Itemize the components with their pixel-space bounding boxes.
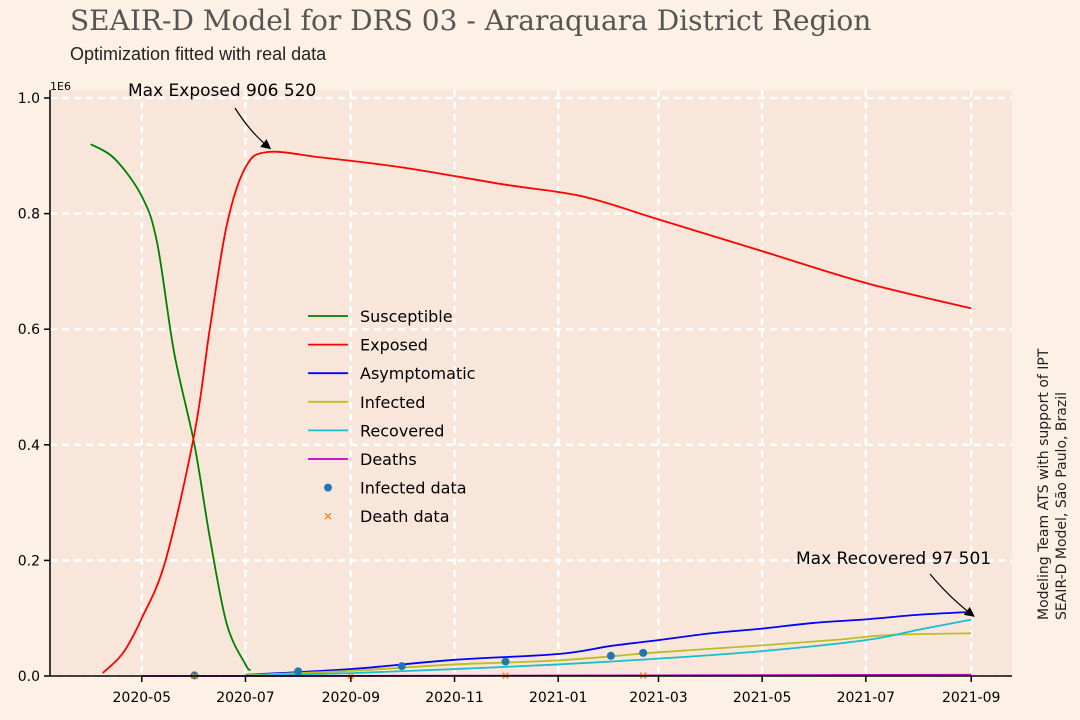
legend-label-death-data: Death data — [360, 507, 450, 526]
x-tick-label: 2021-05 — [733, 690, 792, 706]
series-infected-data-point — [294, 667, 303, 676]
series-infected-data-point — [397, 662, 406, 671]
series-recovered-line — [245, 618, 972, 677]
x-tick-label: 2021-07 — [837, 690, 896, 706]
y-tick-label: 0.4 — [18, 438, 40, 454]
chart-subtitle: Optimization fitted with real data — [70, 44, 327, 64]
annotation-max-recovered: Max Recovered 97 501 — [796, 549, 991, 569]
chart-title: SEAIR-D Model for DRS 03 - Araraquara Di… — [70, 4, 872, 37]
axes: 0.0 0.2 0.4 0.6 0.8 1.0 1E6 2020-05 2020-07 2020-… — [18, 80, 1012, 706]
legend-swatch-infected-data — [324, 483, 332, 492]
side-credit-line1: Modeling Team ATS with support of IPT — [1036, 348, 1052, 620]
x-tick-label: 2021-03 — [629, 690, 688, 706]
legend-label-recovered: Recovered — [360, 421, 444, 440]
x-tick-label: 2020-07 — [216, 690, 275, 706]
plot-area — [50, 90, 1012, 676]
x-tick-label: 2020-09 — [322, 690, 381, 706]
y-tick-label: 1.0 — [18, 91, 40, 107]
legend: Susceptible Exposed Asymptomatic Infected Re… — [308, 307, 475, 526]
annotations: Max Exposed 906 520 Max Recovered 97 501 — [128, 81, 991, 617]
x-tick-label: 2021-09 — [942, 690, 1001, 706]
legend-label-susceptible: Susceptible — [360, 307, 453, 326]
legend-swatch-death-data — [324, 512, 332, 520]
y-scale-note: 1E6 — [50, 80, 71, 93]
x-tick-label: 2021-01 — [529, 690, 588, 706]
annotation-max-exposed-arrow — [234, 107, 272, 150]
annotation-max-recovered-arrow — [929, 573, 975, 617]
side-credit-line2: SEAIR-D Model, São Paulo, Brazil — [1054, 392, 1070, 620]
series-asymptomatic-line — [245, 610, 972, 676]
y-tick-label: 0.8 — [18, 207, 40, 223]
series-exposed-line — [102, 150, 972, 674]
y-tick-label: 0.0 — [18, 669, 40, 685]
x-tick-label: 2020-11 — [425, 690, 484, 706]
series-infected-data-point — [639, 648, 648, 657]
annotation-max-exposed: Max Exposed 906 520 — [128, 81, 316, 101]
legend-label-deaths: Deaths — [360, 450, 417, 469]
x-tick-label: 2020-05 — [113, 690, 172, 706]
side-credit: Modeling Team ATS with support of IPT SE… — [1036, 348, 1070, 620]
series-infected-data-point — [501, 657, 510, 666]
legend-label-infected-data: Infected data — [360, 479, 467, 498]
y-tick-label: 0.2 — [18, 553, 40, 569]
y-tick-label: 0.6 — [18, 322, 40, 338]
series-infected-data-point — [606, 651, 615, 660]
legend-label-asymptomatic: Asymptomatic — [360, 364, 475, 383]
series-susceptible-line — [90, 143, 252, 671]
legend-label-exposed: Exposed — [360, 336, 428, 355]
legend-label-infected: Infected — [360, 393, 425, 412]
plot-background — [50, 90, 1012, 676]
